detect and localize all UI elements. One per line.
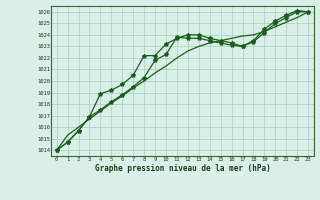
X-axis label: Graphe pression niveau de la mer (hPa): Graphe pression niveau de la mer (hPa) bbox=[94, 164, 270, 173]
